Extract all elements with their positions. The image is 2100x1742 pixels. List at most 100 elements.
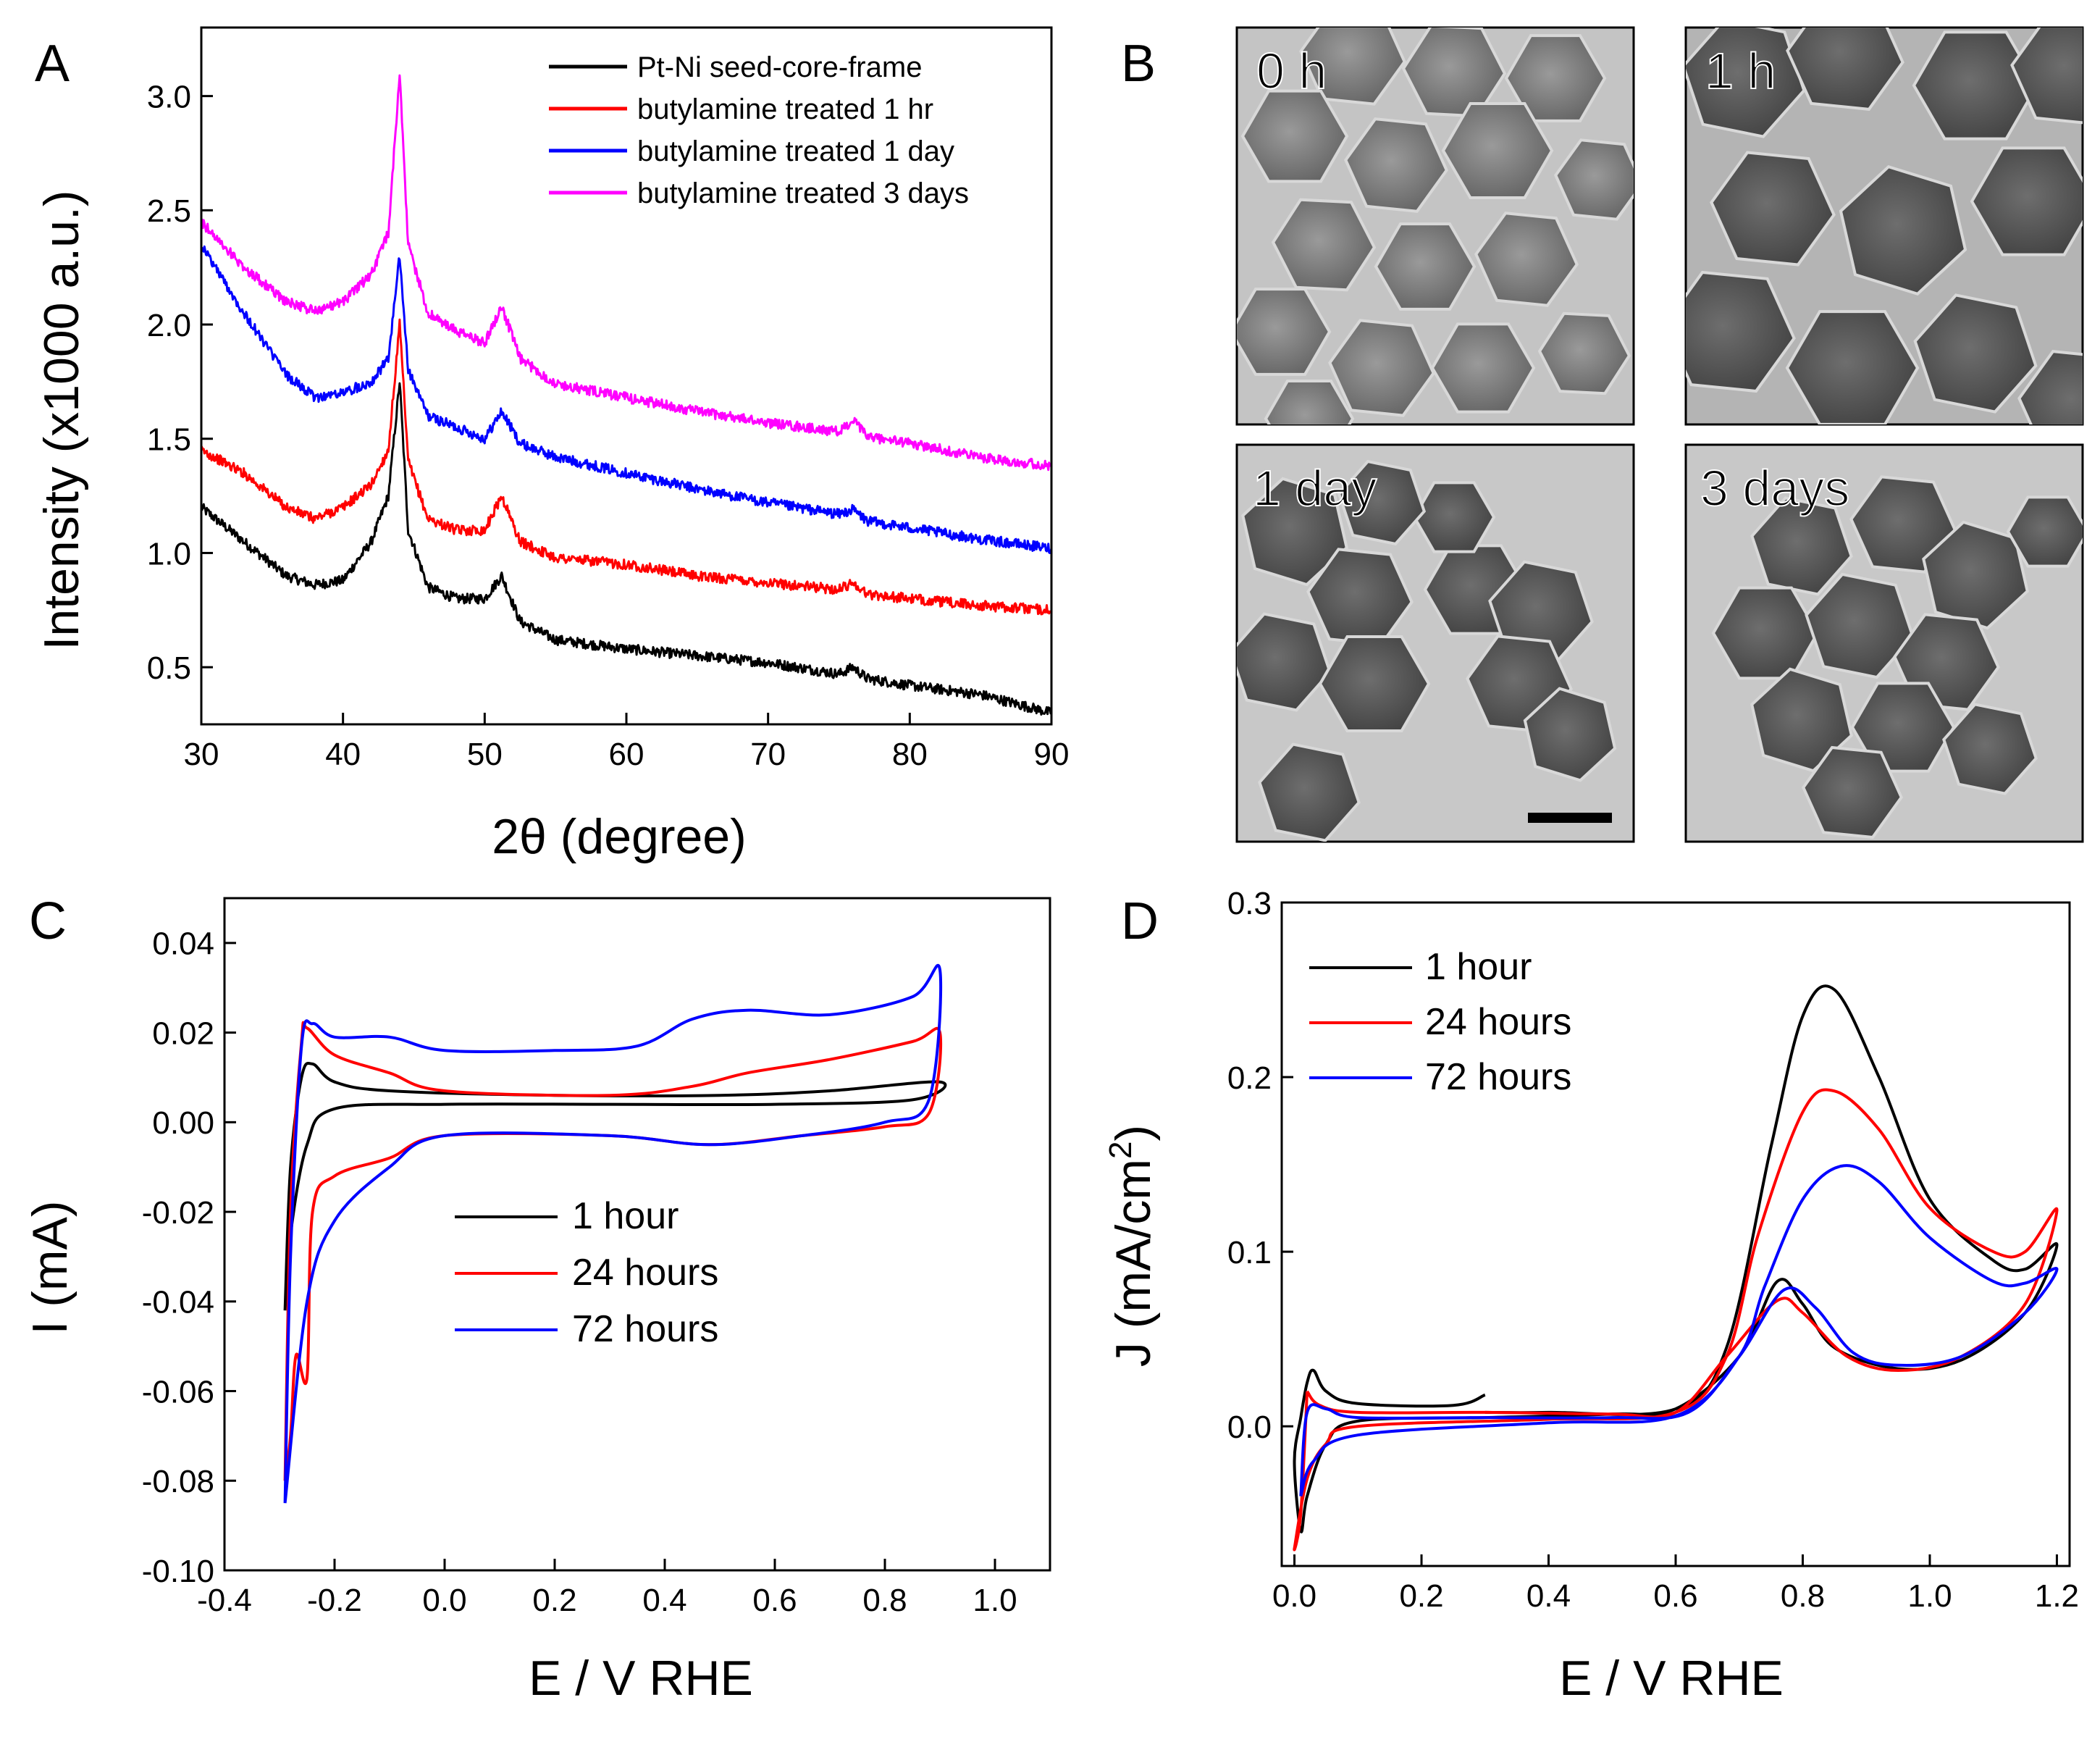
y-tick-label-a: 1.5 [147,422,191,458]
nanoparticle [1942,703,2038,795]
legend-label-1day: butylamine treated 1 day [637,135,954,167]
x-tick-label-a: 70 [750,737,786,772]
legend-label-1hr: butylamine treated 1 hr [637,93,933,125]
x-tick-label-a: 60 [609,737,644,772]
x-tick-label-d: 0.8 [1781,1578,1825,1614]
series-line-d-2 [1299,1164,2059,1497]
series-line-a-1 [201,318,1051,616]
nanoparticle [1237,612,1332,712]
y-tick-label-a: 0.5 [147,650,191,686]
x-tick-label-a: 30 [184,737,219,772]
legend-label-1hour-c: 1 hour [572,1195,679,1237]
nanoparticle [1318,635,1431,732]
x-tick-label-d: 0.2 [1399,1578,1443,1614]
plot-frame-a [200,26,1053,726]
plot-frame-d [1280,901,2071,1567]
x-tick-label-a: 40 [325,737,361,772]
panel-letter-a: A [35,35,70,93]
x-tick-label-c: 0.0 [422,1583,466,1618]
y-tick-label-d: 0.0 [1227,1410,1272,1445]
legend-label-72hours-d: 72 hours [1425,1056,1571,1098]
plot-frame-c [223,897,1051,1572]
x-tick-label-c: 0.8 [862,1583,907,1618]
tem-label-1h: 1 h [1705,43,1776,99]
panel-a-x-axis-label: 2θ (degree) [492,809,747,864]
legend-label-pt-ni: Pt-Ni seed-core-frame [637,51,922,83]
panel-c-cv-chart: -0.4 -0.2 0.0 0.2 0.4 0.6 0.8 1.0 -0.10 -0.08 -0.0… [22,897,1051,1706]
y-tick-label-a: 3.0 [147,79,191,114]
x-tick-label-d: 0.4 [1526,1578,1571,1614]
nanoparticle [1913,293,2038,414]
panel-letter-c: C [29,892,67,950]
x-tick-label-c: -0.2 [307,1583,362,1618]
nanoparticle [1805,572,1915,679]
nanoparticle [1970,146,2083,256]
series-line-a-3 [201,74,1051,472]
series-line-c-2 [283,963,943,1504]
x-tick-label-a: 50 [467,737,503,772]
x-tick-label-c: -0.4 [197,1583,252,1618]
series-line-d-0 [1293,984,2059,1533]
nanoparticle [1849,475,1957,574]
legend-label-24hours-d: 24 hours [1425,1001,1571,1043]
nanoparticle [1328,319,1435,417]
y-tick-label-c: -0.10 [142,1554,214,1589]
y-tick-label-a: 2.0 [147,308,191,343]
nanoparticle [1474,212,1579,307]
legend-label-3days: butylamine treated 3 days [637,177,969,209]
x-tick-label-d: 1.0 [1907,1578,1952,1614]
nanoparticle [1504,34,1607,122]
panel-b-tem-images: 0 h 1 h 1 day 3 days [1235,26,2084,843]
nanoparticle [1258,742,1361,842]
x-tick-label-d: 0.0 [1272,1578,1316,1614]
panel-d-legend: 1 hour 24 hours 72 hours [1309,946,1571,1098]
panel-a-xrd-chart: 30 40 50 60 70 80 90 0.5 1.0 1.5 2.0 2.5 3.0 2θ (deg… [34,26,1070,864]
panel-d-cv-chart: 0.0 0.2 0.4 0.6 0.8 1.0 1.2 0.0 0.1 0.2 0.3 E / V … [1103,886,2079,1706]
x-tick-label-c: 1.0 [973,1583,1017,1618]
panel-a-legend: Pt-Ni seed-core-frame butylamine treated… [549,51,969,209]
series-line-d-1 [1293,1088,2059,1552]
series-line-c-1 [283,1021,943,1481]
tem-label-3days: 3 days [1700,460,1849,516]
tem-image-0h: 0 h [1235,26,1635,426]
x-tick-label-a: 90 [1034,737,1070,772]
nanoparticle [1839,164,1967,296]
nanoparticle [2006,495,2083,568]
nanoparticle [1912,30,2039,141]
nanoparticle [1240,89,1349,183]
nanoparticle [1237,288,1332,376]
x-tick-label-c: 0.6 [752,1583,797,1618]
nanoparticle [1802,745,1903,839]
nanoparticle [1441,102,1554,199]
panel-a-y-axis-label: Intensity (x1000 a.u.) [34,190,89,650]
legend-label-1hour-d: 1 hour [1425,946,1532,988]
panel-letter-b: B [1121,35,1156,93]
tem-label-0h: 0 h [1256,43,1327,99]
nanoparticle [1850,682,1956,773]
nanoparticle [1785,310,1920,424]
series-line-a-2 [201,245,1051,554]
panel-d-x-axis-label: E / V RHE [1559,1651,1784,1706]
panel-c-y-axis-label: I (mA) [22,1200,77,1334]
y-tick-label-d: 0.1 [1227,1235,1272,1270]
nanoparticle [1241,477,1348,587]
legend-label-24hours-c: 24 hours [572,1252,718,1294]
nanoparticle [1686,270,1796,393]
series-line-a-0 [201,382,1051,716]
series-line-c-0 [283,1062,947,1311]
nanoparticle [1750,496,1853,596]
nanoparticle [1554,138,1634,221]
x-tick-label-d: 0.6 [1653,1578,1697,1614]
nanoparticle [1523,687,1617,782]
y-tick-label-c: 0.00 [152,1105,214,1141]
y-tick-label-a: 2.5 [147,193,191,229]
panel-a-plot-area: 30 40 50 60 70 80 90 0.5 1.0 1.5 2.0 2.5 3.0 [147,26,1070,772]
y-tick-label-d: 0.3 [1227,886,1272,921]
nanoparticle [1264,380,1355,424]
nanoparticle [1374,222,1477,311]
x-tick-label-a: 80 [892,737,928,772]
nanoparticle [1337,459,1427,546]
y-tick-label-c: 0.02 [152,1016,214,1051]
scale-bar [1528,813,1612,823]
